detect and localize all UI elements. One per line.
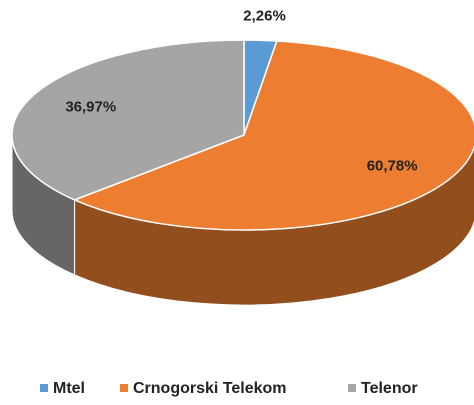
slice	[72, 40, 474, 231]
data-label: 36,97%	[65, 99, 116, 116]
data-label: 2,26%	[243, 8, 286, 25]
legend-label: Mtel	[53, 380, 85, 397]
legend-marker	[40, 384, 48, 392]
legend-marker	[348, 384, 356, 392]
slice	[11, 39, 245, 201]
legend-label: Crnogorski Telekom	[133, 380, 287, 397]
legend-label: Telenor	[361, 380, 418, 397]
data-label: 60,78%	[367, 158, 418, 175]
legend-marker	[120, 384, 128, 392]
